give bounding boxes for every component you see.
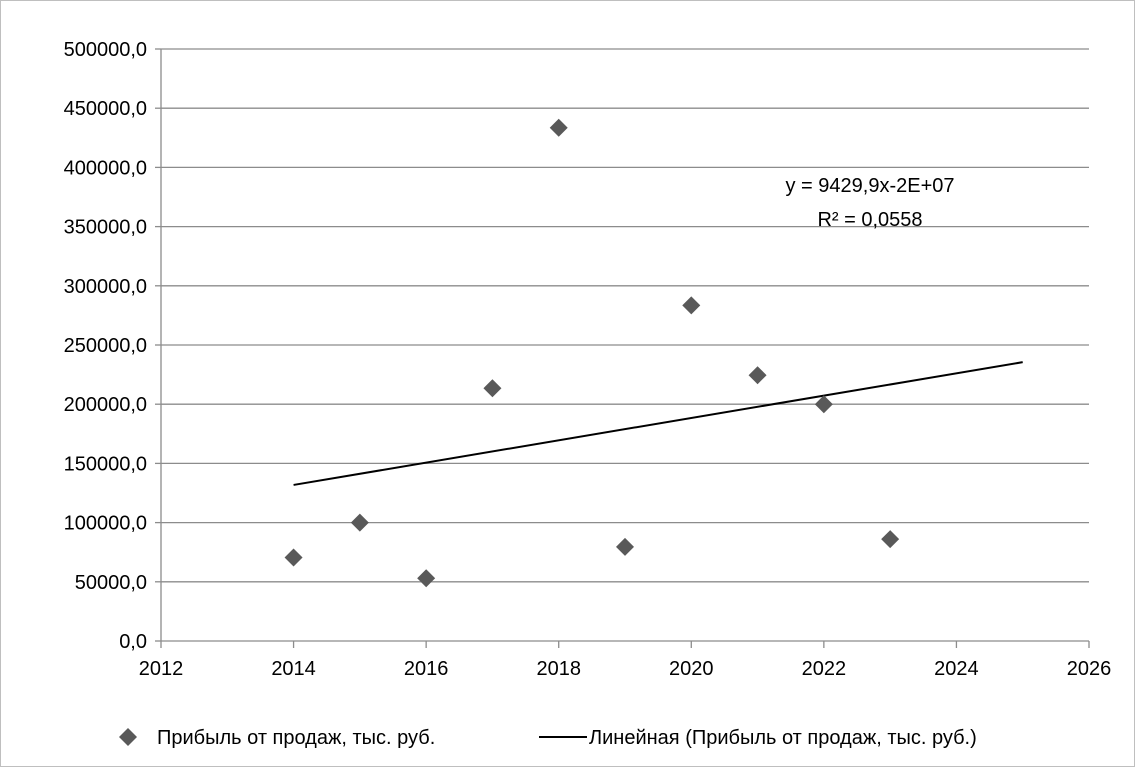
trendline-r-squared: R² = 0,0558 (817, 209, 922, 231)
legend-label-trendline: Линейная (Прибыль от продаж, тыс. руб.) (589, 727, 977, 749)
y-tick-label: 0,0 (119, 631, 147, 653)
data-point (549, 118, 568, 137)
legend-item-trendline: Линейная (Прибыль от продаж, тыс. руб.) (539, 727, 977, 749)
data-point (284, 548, 303, 567)
x-tick-label: 2024 (934, 658, 979, 680)
data-point (748, 366, 767, 385)
data-point (417, 569, 436, 588)
x-tick-label: 2012 (139, 658, 184, 680)
legend: Прибыль от продаж, тыс. руб. Линейная (П… (119, 727, 977, 749)
legend-diamond-marker (119, 728, 137, 746)
y-tick-label: 400000,0 (64, 157, 147, 179)
data-point (483, 379, 502, 398)
y-tick-label: 250000,0 (64, 335, 147, 357)
data-point (814, 395, 833, 414)
x-tick-label: 2018 (536, 658, 581, 680)
trendline-group (293, 361, 1023, 486)
data-point (682, 296, 701, 315)
x-tick-label: 2016 (404, 658, 449, 680)
x-tick-label: 2020 (669, 658, 714, 680)
data-points (284, 118, 900, 588)
y-tick-label: 500000,0 (64, 39, 147, 61)
gridlines (161, 48, 1089, 583)
y-tick-label: 200000,0 (64, 394, 147, 416)
y-tick-label: 300000,0 (64, 276, 147, 298)
data-point (350, 513, 369, 532)
trendline-annotation: y = 9429,9x-2E+07 R² = 0,0558 (785, 175, 954, 231)
y-tick-label: 150000,0 (64, 453, 147, 475)
trendline (293, 361, 1023, 486)
legend-item-series: Прибыль от продаж, тыс. руб. (119, 727, 435, 749)
data-point (881, 530, 900, 549)
trendline-equation: y = 9429,9x-2E+07 (785, 175, 954, 197)
y-tick-label: 100000,0 (64, 513, 147, 535)
y-tick-label: 450000,0 (64, 98, 147, 120)
data-point (616, 537, 634, 556)
axes: 0,0 50000,0 100000,0 150000,0 200000,0 250000… (64, 39, 1112, 680)
x-tick-label: 2014 (271, 658, 316, 680)
y-tick-label: 50000,0 (75, 572, 147, 594)
y-tick-label: 350000,0 (64, 217, 147, 239)
legend-label-series: Прибыль от продаж, тыс. руб. (157, 727, 435, 749)
x-tick-label: 2022 (802, 658, 847, 680)
x-tick-label: 2026 (1067, 658, 1112, 680)
